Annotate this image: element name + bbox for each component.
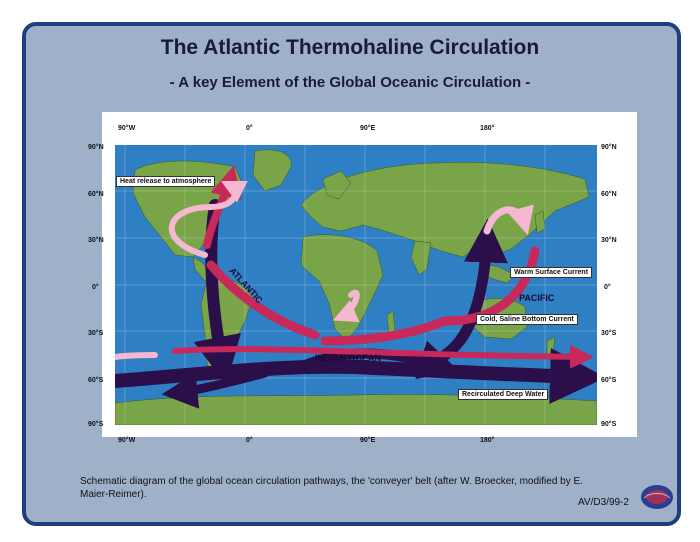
lon-label-bottom-90e: 90°E (360, 437, 375, 444)
annotation-cold-current: Cold, Saline Bottom Current (476, 314, 578, 325)
world-map: ATLANTIC INDIAN OCEAN PACIFIC (115, 145, 597, 425)
lat-label-left-60s: 60°S (88, 377, 103, 384)
lat-label-left-90n: 90°N (88, 144, 104, 151)
pink-inflow-west (115, 355, 155, 357)
lat-label-right-30s: 30°S (601, 330, 616, 337)
lon-label-bottom-0: 0° (246, 437, 253, 444)
page-subtitle: - A key Element of the Global Oceanic Ci… (0, 74, 700, 91)
document-code: AV/D3/99-2 (578, 497, 629, 508)
annotation-warm-current: Warm Surface Current (510, 267, 592, 278)
lat-label-left-30s: 30°S (88, 330, 103, 337)
japan (535, 211, 545, 233)
lat-label-right-30n: 30°N (601, 237, 617, 244)
lat-label-left-0: 0° (92, 284, 99, 291)
lon-label-bottom-180: 180° (480, 437, 494, 444)
logo-icon (640, 484, 674, 510)
label-indian-ocean: INDIAN OCEAN (315, 353, 381, 363)
lat-label-left-90s: 90°S (88, 421, 103, 428)
label-pacific: PACIFIC (519, 293, 555, 303)
lat-label-right-60n: 60°N (601, 191, 617, 198)
page-title: The Atlantic Thermohaline Circulation (0, 36, 700, 60)
lat-label-right-90s: 90°S (601, 421, 616, 428)
annotation-heat-release: Heat release to atmosphere (116, 176, 215, 187)
lon-label-top-90w: 90°W (118, 125, 135, 132)
lat-label-right-0: 0° (604, 284, 611, 291)
lon-label-top-90e: 90°E (360, 125, 375, 132)
lat-label-right-90n: 90°N (601, 144, 617, 151)
lon-label-top-0: 0° (246, 125, 253, 132)
lat-label-right-60s: 60°S (601, 377, 616, 384)
lat-label-left-60n: 60°N (88, 191, 104, 198)
lon-label-top-180: 180° (480, 125, 494, 132)
annotation-recirculated: Recirculated Deep Water (458, 389, 548, 400)
caption: Schematic diagram of the global ocean ci… (80, 475, 610, 501)
lon-label-bottom-90w: 90°W (118, 437, 135, 444)
lat-label-left-30n: 30°N (88, 237, 104, 244)
